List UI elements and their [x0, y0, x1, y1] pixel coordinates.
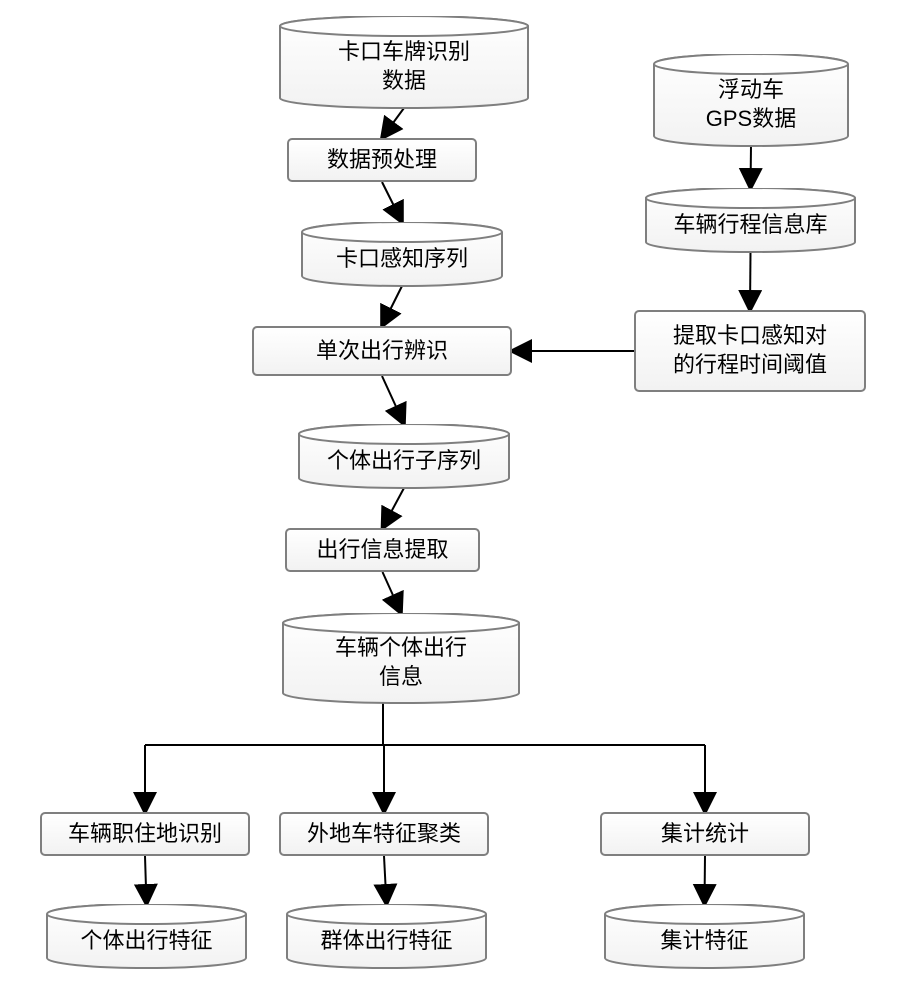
cyl-label-c1: 卡口车牌识别 数据 — [278, 29, 530, 105]
rect-r5: 车辆职住地识别 — [40, 812, 250, 856]
cyl-label-c9: 集计特征 — [603, 917, 806, 965]
cyl-label-c4: 车辆行程信息库 — [644, 201, 857, 249]
rect-r4: 提取卡口感知对 的行程时间阈值 — [634, 310, 866, 392]
rect-r1: 数据预处理 — [287, 138, 477, 182]
rect-r6: 外地车特征聚类 — [279, 812, 489, 856]
rect-r3: 出行信息提取 — [285, 528, 480, 572]
cyl-label-c5: 个体出行子序列 — [297, 437, 511, 485]
rect-r7: 集计统计 — [600, 812, 810, 856]
rect-r2: 单次出行辨识 — [252, 326, 512, 376]
cyl-label-c7: 个体出行特征 — [45, 917, 248, 965]
cyl-label-c6: 车辆个体出行 信息 — [281, 626, 521, 700]
cyl-label-c2: 浮动车 GPS数据 — [652, 67, 850, 143]
cyl-label-c8: 群体出行特征 — [285, 917, 488, 965]
cyl-label-c3: 卡口感知序列 — [300, 235, 504, 283]
